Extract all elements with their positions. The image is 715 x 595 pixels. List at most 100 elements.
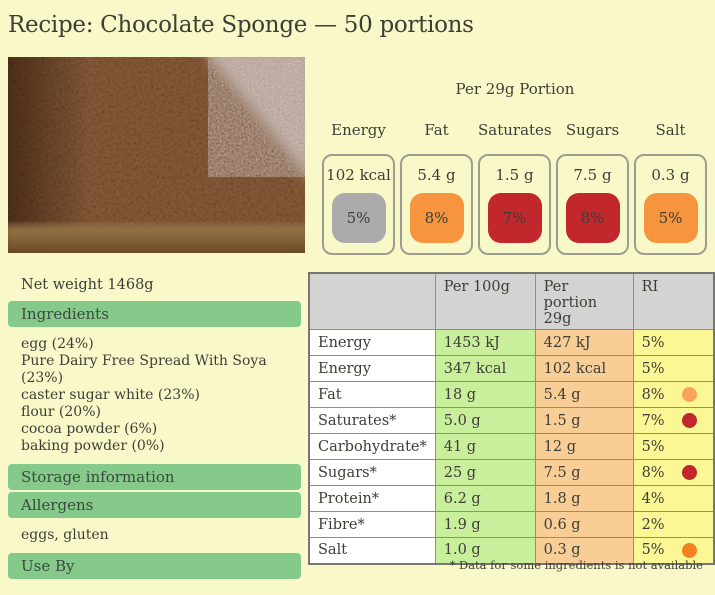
ri-percent-square: 8%: [565, 193, 620, 243]
ri-percent-square: 5%: [331, 193, 386, 243]
ri-percent-square: 8%: [409, 193, 464, 243]
ri-cell-content: 5%: [642, 335, 705, 351]
nutrient-badge: 102 kcal 5%: [322, 154, 395, 255]
nutrient-badge: 1.5 g 7%: [478, 154, 551, 255]
ri-percent: 5%: [641, 334, 665, 351]
column-header: Per 100g: [434, 272, 536, 330]
ri-percent-square: 7%: [487, 193, 542, 243]
nutrient-value: 102 kcal: [326, 166, 391, 184]
ri-percent: 5%: [641, 438, 665, 455]
list-item: caster sugar white (23%): [21, 387, 200, 403]
ri-cell: 5%: [632, 433, 715, 460]
table-row: Energy 347 kcal 102 kcal 5%: [308, 355, 715, 382]
nutrient-label: Salt: [655, 121, 686, 139]
ri-status-dot-icon: [682, 465, 697, 480]
nutrition-table: Per 100g Per portion 29g RI Energy 1453 kJ 4…: [308, 272, 715, 565]
nutrient-badge: 7.5 g 8%: [556, 154, 629, 255]
per-portion-cell: 1.8 g: [534, 485, 634, 512]
ri-cell: 5%: [632, 329, 715, 356]
column-header: Per portion 29g: [534, 272, 634, 330]
list-item: egg (24%): [21, 336, 94, 352]
per-portion-cell: 427 kJ: [534, 329, 634, 356]
nutrient-label: Saturates: [478, 121, 552, 139]
nutrient-name-cell: Sugars*: [308, 459, 436, 486]
ri-cell-content: 2%: [642, 517, 705, 533]
nutrient-name-cell: Salt: [308, 537, 436, 564]
section-content: egg (24%) Pure Dairy Free Spread With Soy…: [8, 329, 301, 464]
ri-status-dot-icon: [682, 387, 697, 402]
list-item: cocoa powder (6%): [21, 421, 158, 437]
ri-status-dot-icon: [682, 413, 697, 428]
ri-cell-content: 5%: [642, 542, 705, 558]
table-row: Carbohydrate* 41 g 12 g 5%: [308, 433, 715, 460]
table-footnote: * Data for some ingredients is not avail…: [449, 558, 703, 572]
ri-cell: 5%: [632, 355, 715, 382]
column-header: [308, 272, 436, 330]
nutrient-value: 1.5 g: [495, 166, 534, 184]
nutrient-name-cell: Fibre*: [308, 511, 436, 538]
per-portion-cell: 5.4 g: [534, 381, 634, 408]
table-row: Saturates* 5.0 g 1.5 g 7%: [308, 407, 715, 434]
per-portion-cell: 1.5 g: [534, 407, 634, 434]
table-row: Salt 1.0 g 0.3 g 5%: [308, 537, 715, 564]
section-header: Storage information: [8, 464, 301, 490]
ri-cell: 5%: [632, 537, 715, 564]
ri-cell: 8%: [632, 381, 715, 408]
nutrient-badge-labels: Energy Fat Saturates Sugars Salt: [322, 121, 708, 139]
per-100g-cell: 1.0 g: [434, 537, 536, 564]
ri-percent: 8%: [641, 464, 665, 481]
list-item: Pure Dairy Free Spread With Soya (23%): [21, 353, 267, 386]
section-content: eggs, gluten: [8, 520, 301, 553]
nutrient-value: 5.4 g: [417, 166, 456, 184]
per-100g-cell: 18 g: [434, 381, 536, 408]
nutrient-badge-boxes: 102 kcal 5% 5.4 g 8% 1.5 g 7% 7.5 g 8% 0.3 g 5%: [322, 154, 708, 255]
ri-cell-content: 8%: [642, 465, 705, 481]
nutrient-label: Sugars: [565, 121, 620, 139]
list-item: eggs, gluten: [21, 527, 109, 543]
per-portion-heading: Per 29g Portion: [455, 80, 575, 98]
per-100g-cell: 1.9 g: [434, 511, 536, 538]
per-100g-cell: 5.0 g: [434, 407, 536, 434]
nutrient-value: 0.3 g: [651, 166, 690, 184]
per-portion-cell: 102 kcal: [534, 355, 634, 382]
ri-cell-content: 7%: [642, 413, 705, 429]
info-sections: Ingredients egg (24%) Pure Dairy Free Spre…: [8, 301, 301, 579]
nutrition-table-header: Per 100g Per portion 29g RI: [308, 272, 715, 330]
nutrient-label: Energy: [331, 121, 386, 139]
ri-cell: 7%: [632, 407, 715, 434]
table-row: Protein* 6.2 g 1.8 g 4%: [308, 485, 715, 512]
ri-percent: 2%: [641, 516, 665, 533]
table-row: Fibre* 1.9 g 0.6 g 2%: [308, 511, 715, 538]
per-portion-cell: 0.3 g: [534, 537, 634, 564]
ri-status-dot-icon: [682, 542, 697, 558]
section-header: Allergens: [8, 492, 301, 518]
ri-cell-content: 4%: [642, 491, 705, 507]
product-info-panel: Net weight 1468g Ingredients egg (24%) Pur…: [8, 277, 301, 581]
per-portion-cell: 12 g: [534, 433, 634, 460]
ri-percent: 8%: [641, 386, 665, 403]
list-item: baking powder (0%): [21, 438, 165, 454]
section-header: Ingredients: [8, 301, 301, 327]
table-row: Energy 1453 kJ 427 kJ 5%: [308, 329, 715, 356]
page-title: Recipe: Chocolate Sponge — 50 portions: [8, 12, 474, 38]
ri-percent: 5%: [641, 360, 665, 377]
nutrient-name-cell: Fat: [308, 381, 436, 408]
ri-cell: 2%: [632, 511, 715, 538]
ri-cell-content: 8%: [642, 387, 705, 403]
nutrient-name-cell: Saturates*: [308, 407, 436, 434]
recipe-photo: [8, 57, 305, 253]
per-100g-cell: 6.2 g: [434, 485, 536, 512]
nutrient-name-cell: Energy: [308, 355, 436, 382]
nutrient-name-cell: Carbohydrate*: [308, 433, 436, 460]
per-portion-cell: 0.6 g: [534, 511, 634, 538]
per-100g-cell: 347 kcal: [434, 355, 536, 382]
section-header: Use By: [8, 553, 301, 579]
per-portion-cell: 7.5 g: [534, 459, 634, 486]
per-100g-cell: 25 g: [434, 459, 536, 486]
ri-cell: 4%: [632, 485, 715, 512]
table-row: Fat 18 g 5.4 g 8%: [308, 381, 715, 408]
nutrient-name-cell: Energy: [308, 329, 436, 356]
ri-cell: 8%: [632, 459, 715, 486]
ri-percent: 5%: [641, 542, 665, 559]
